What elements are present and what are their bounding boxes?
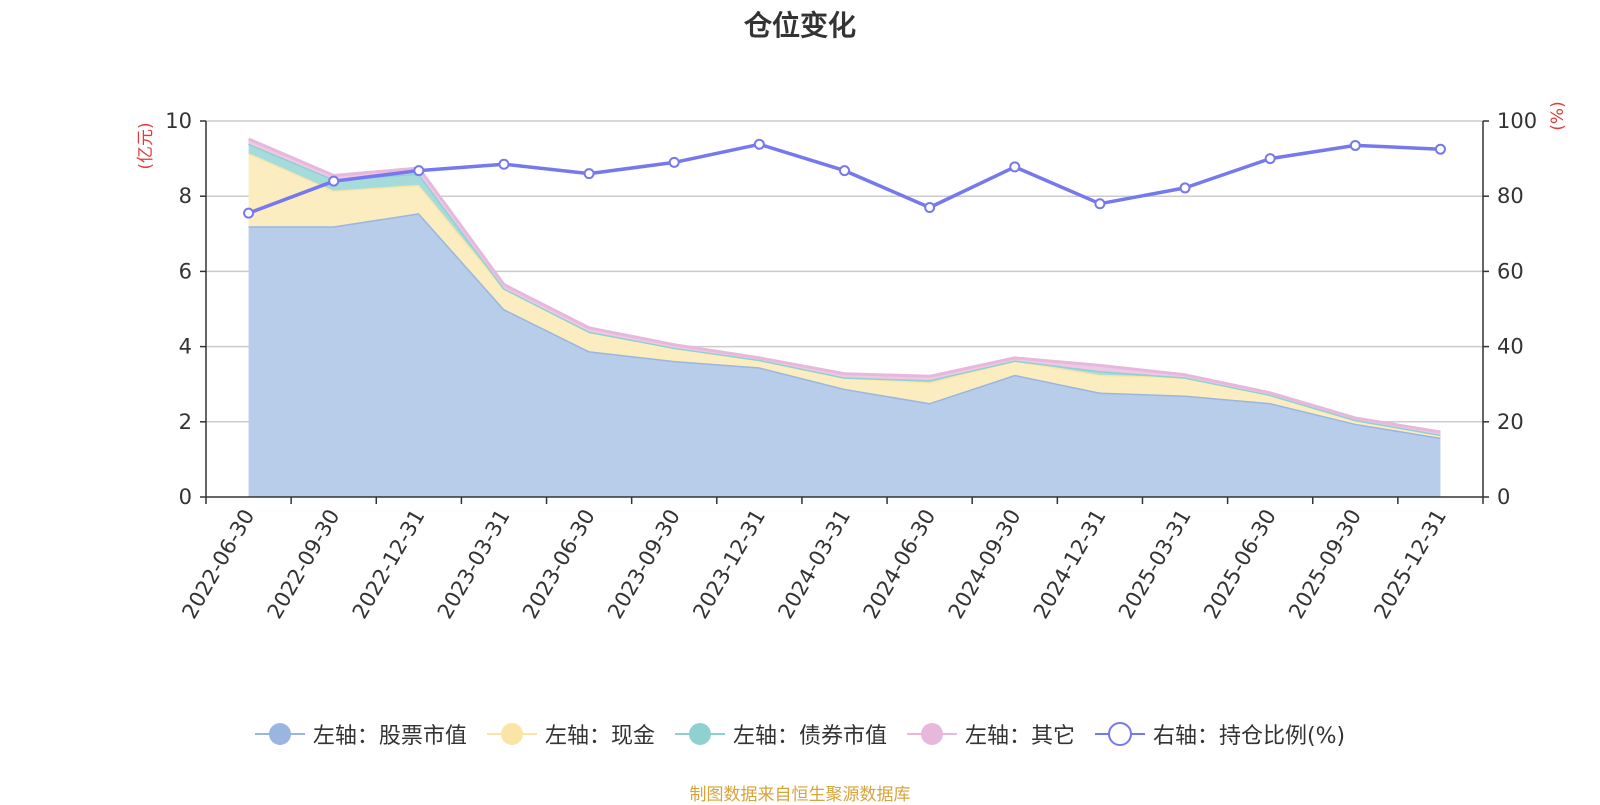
stacked-areas xyxy=(247,137,1441,497)
legend-item[interactable]: 左轴：现金 xyxy=(486,718,655,750)
x-axis-category-label: 2024-03-31 xyxy=(773,505,855,623)
right-axis-tick-label: 0 xyxy=(1497,485,1510,509)
left-axis-tick-label: 8 xyxy=(179,184,192,208)
ratio-point xyxy=(583,168,595,180)
x-axis-category-label: 2024-12-31 xyxy=(1029,505,1111,623)
legend-label: 左轴：股票市值 xyxy=(312,724,467,749)
right-axis-tick-label: 80 xyxy=(1497,184,1524,208)
left-axis-tick-label: 2 xyxy=(179,410,192,434)
left-axis-tick-label: 10 xyxy=(165,109,192,133)
ratio-line xyxy=(243,138,1446,219)
chart-legend: 左轴：股票市值 左轴：现金 左轴：债券市值 左轴：其它 右轴：持仓比例(%) xyxy=(0,718,1600,750)
legend-item[interactable]: 左轴：股票市值 xyxy=(254,718,467,750)
ratio-point xyxy=(1179,182,1191,194)
x-axis-category-label: 2025-09-30 xyxy=(1284,505,1366,623)
x-axis-category-label: 2025-03-31 xyxy=(1114,505,1196,623)
ratio-point xyxy=(328,175,340,187)
right-axis-unit-label: (%) xyxy=(1548,101,1568,130)
x-axis-category-label: 2025-06-30 xyxy=(1199,505,1281,623)
x-axis-category-label: 2023-03-31 xyxy=(433,505,515,623)
legend-hollow-circle-icon xyxy=(1094,722,1145,746)
x-axis-category-label: 2022-09-30 xyxy=(263,505,345,623)
left-axis-tick-label: 4 xyxy=(179,335,192,359)
legend-circle-icon xyxy=(906,723,957,745)
ratio-point xyxy=(668,156,680,168)
x-axis-category-label: 2023-06-30 xyxy=(518,505,600,623)
x-axis-category-label: 2024-06-30 xyxy=(859,505,941,623)
ratio-point xyxy=(498,158,510,170)
ratio-point xyxy=(1009,161,1021,173)
legend-item[interactable]: 右轴：持仓比例(%) xyxy=(1094,718,1346,750)
ratio-point xyxy=(243,207,255,219)
legend-circle-icon xyxy=(486,723,537,745)
ratio-point xyxy=(924,201,936,213)
x-axis-category-label: 2022-12-31 xyxy=(348,505,430,623)
right-axis-tick-label: 20 xyxy=(1497,410,1524,434)
legend-circle-icon xyxy=(254,723,305,745)
x-axis-category-label: 2023-09-30 xyxy=(603,505,685,623)
x-axis-category-label: 2025-12-31 xyxy=(1369,505,1451,623)
ratio-point xyxy=(413,165,425,177)
left-axis-unit-label: (亿元) xyxy=(136,122,156,169)
ratio-point xyxy=(753,138,765,150)
area-top-line xyxy=(248,137,1441,434)
ratio-point xyxy=(1349,139,1361,151)
ratio-point xyxy=(1264,153,1276,165)
legend-label: 左轴：其它 xyxy=(964,724,1075,749)
area-band xyxy=(248,153,1441,438)
legend-label: 左轴：现金 xyxy=(544,724,655,749)
area-band xyxy=(248,139,1441,435)
right-axis-tick-label: 40 xyxy=(1497,335,1524,359)
x-axis-category-label: 2022-06-30 xyxy=(177,505,259,623)
ratio-point xyxy=(839,165,850,177)
legend-circle-icon xyxy=(674,723,725,745)
area-band xyxy=(248,213,1441,497)
left-axis-tick-label: 6 xyxy=(179,259,192,283)
x-axis-category-label: 2023-12-31 xyxy=(688,505,770,623)
legend-label: 右轴：持仓比例(%) xyxy=(1152,724,1346,749)
x-axis-category-label: 2024-09-30 xyxy=(944,505,1026,623)
right-axis-tick-label: 100 xyxy=(1497,109,1537,133)
left-axis-tick-label: 0 xyxy=(179,485,192,509)
ratio-point xyxy=(1434,143,1446,155)
right-axis-tick-label: 60 xyxy=(1497,259,1524,283)
chart-title: 仓位变化 xyxy=(743,9,856,42)
legend-item[interactable]: 左轴：债券市值 xyxy=(674,718,887,750)
legend-item[interactable]: 左轴：其它 xyxy=(906,718,1075,750)
legend-label: 左轴：债券市值 xyxy=(732,724,887,749)
ratio-point xyxy=(1094,198,1106,210)
data-source-note: 制图数据来自恒生聚源数据库 xyxy=(689,785,911,805)
